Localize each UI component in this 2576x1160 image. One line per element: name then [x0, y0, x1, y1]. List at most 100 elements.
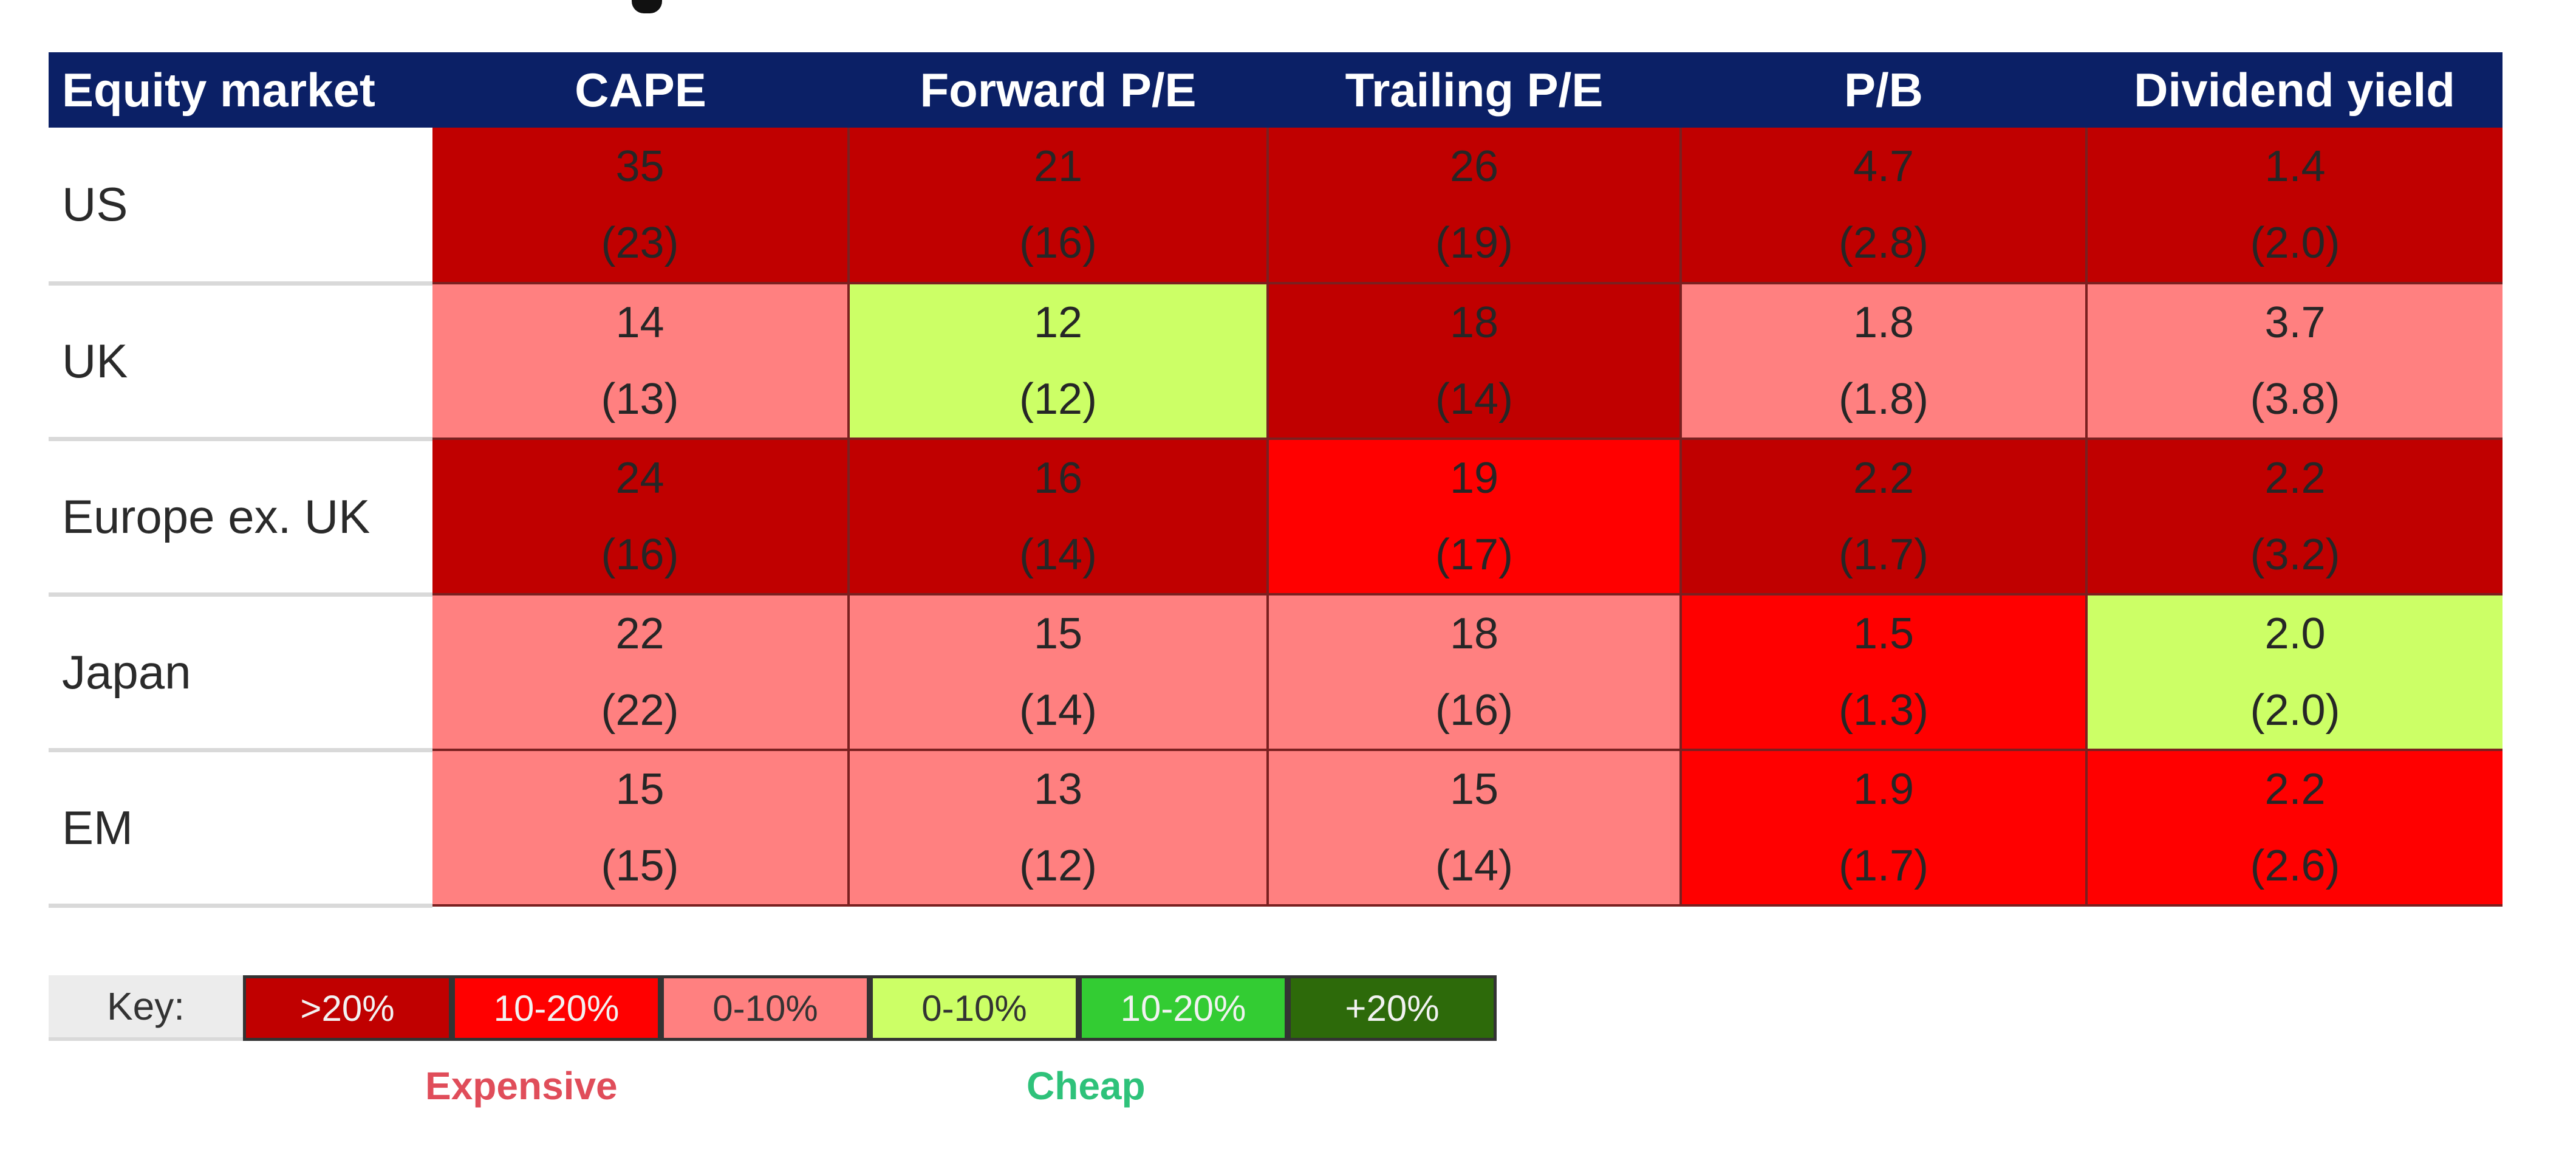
cell-average-value: (14)	[1019, 686, 1098, 735]
cell-average-value: (2.0)	[2250, 219, 2340, 267]
table-cell: 16 (14)	[849, 439, 1269, 595]
table-cell: 24 (16)	[432, 439, 850, 595]
cell-current-value: 13	[1033, 765, 1083, 814]
cell-average-value: (19)	[1435, 219, 1514, 267]
cell-current-value: 19	[1449, 454, 1499, 503]
column-header-dividend-yield: Dividend yield	[2086, 52, 2503, 128]
cell-average-value: (1.3)	[1838, 686, 1929, 735]
key-swatch: >20%	[243, 975, 452, 1041]
cell-average-value: (17)	[1435, 530, 1514, 579]
table-cell: 15 (15)	[432, 750, 850, 907]
cell-average-value: (14)	[1435, 842, 1514, 890]
cell-current-value: 2.2	[2264, 454, 2326, 503]
cell-current-value: 15	[1449, 765, 1499, 814]
cropped-title-fragment	[632, 0, 662, 13]
cell-average-value: (12)	[1019, 842, 1098, 890]
cell-average-value: (16)	[1435, 686, 1514, 735]
table-cell: 2.2 (1.7)	[1681, 439, 2088, 595]
key-swatch: 10-20%	[1079, 975, 1288, 1041]
cell-average-value: (2.8)	[1838, 219, 1929, 267]
table-cell: 2.0 (2.0)	[2086, 594, 2503, 751]
table-row: Europe ex. UK 24 (16) 16 (14) 19 (17) 2.2 (1.7) 2…	[49, 439, 2503, 597]
table-row: EM 15 (15) 13 (12) 15 (14) 1.9 (1.7) 2.2 (2.6)	[49, 750, 2503, 908]
color-key: Key: >20% 10-20% 0-10% 0-10% 10-20% +20%	[49, 975, 1497, 1041]
cell-average-value: (14)	[1435, 375, 1514, 424]
column-header-equity-market: Equity market	[49, 52, 432, 128]
cell-current-value: 18	[1449, 298, 1499, 347]
cell-average-value: (16)	[601, 530, 679, 579]
table-cell: 19 (17)	[1268, 439, 1682, 595]
column-header-cape: CAPE	[432, 52, 849, 128]
table-cell: 13 (12)	[849, 750, 1269, 907]
cell-average-value: (15)	[601, 842, 679, 890]
key-label: Key:	[49, 975, 243, 1041]
table-cell: 21 (16)	[849, 128, 1269, 284]
table-cell: 1.4 (2.0)	[2086, 128, 2503, 284]
key-swatch: 10-20%	[452, 975, 661, 1041]
row-label: Japan	[49, 594, 432, 752]
table-body: US 35 (23) 21 (16) 26 (19) 4.7 (2.8) 1.4 (2.0) UK 14…	[49, 128, 2503, 908]
table-cell: 12 (12)	[849, 283, 1269, 440]
header-row: Equity market CAPE Forward P/E Trailing …	[49, 52, 2503, 128]
row-label: EM	[49, 750, 432, 908]
table-cell: 2.2 (2.6)	[2086, 750, 2503, 907]
table-cell: 4.7 (2.8)	[1681, 128, 2088, 284]
table-row: UK 14 (13) 12 (12) 18 (14) 1.8 (1.8) 3.7 (3.8)	[49, 283, 2503, 441]
cell-average-value: (13)	[601, 375, 679, 424]
cell-average-value: (23)	[601, 219, 679, 267]
column-header-trailing-pe: Trailing P/E	[1268, 52, 1681, 128]
cell-current-value: 21	[1033, 142, 1083, 191]
row-label: Europe ex. UK	[49, 439, 432, 597]
key-cheap-label: Cheap	[1027, 1064, 1146, 1108]
key-swatch: +20%	[1288, 975, 1497, 1041]
cell-current-value: 1.5	[1853, 609, 1915, 658]
table-cell: 18 (16)	[1268, 594, 1682, 751]
cell-average-value: (2.0)	[2250, 686, 2340, 735]
cell-current-value: 4.7	[1853, 142, 1915, 191]
table-cell: 26 (19)	[1268, 128, 1682, 284]
cell-current-value: 15	[615, 765, 664, 814]
valuation-table: Equity market CAPE Forward P/E Trailing …	[49, 52, 2503, 908]
cell-current-value: 2.0	[2264, 609, 2326, 658]
row-label: UK	[49, 283, 432, 441]
cell-current-value: 22	[615, 609, 664, 658]
cell-current-value: 18	[1449, 609, 1499, 658]
table-cell: 2.2 (3.2)	[2086, 439, 2503, 595]
cell-current-value: 2.2	[2264, 765, 2326, 814]
cell-average-value: (14)	[1019, 530, 1098, 579]
cell-average-value: (12)	[1019, 375, 1098, 424]
cell-current-value: 3.7	[2264, 298, 2326, 347]
table-cell: 1.8 (1.8)	[1681, 283, 2088, 440]
column-header-pb: P/B	[1681, 52, 2086, 128]
key-swatch: 0-10%	[870, 975, 1079, 1041]
cell-current-value: 15	[1033, 609, 1083, 658]
cell-average-value: (1.7)	[1838, 530, 1929, 579]
cell-current-value: 1.8	[1853, 298, 1915, 347]
table-cell: 22 (22)	[432, 594, 850, 751]
cell-average-value: (3.2)	[2250, 530, 2340, 579]
cell-current-value: 14	[615, 298, 664, 347]
cell-current-value: 35	[615, 142, 664, 191]
table-cell: 1.5 (1.3)	[1681, 594, 2088, 751]
cell-average-value: (2.6)	[2250, 842, 2340, 890]
table-cell: 18 (14)	[1268, 283, 1682, 440]
table-cell: 35 (23)	[432, 128, 850, 284]
cell-average-value: (16)	[1019, 219, 1098, 267]
cell-average-value: (1.7)	[1838, 842, 1929, 890]
cell-current-value: 12	[1033, 298, 1083, 347]
table-row: Japan 22 (22) 15 (14) 18 (16) 1.5 (1.3) 2.0 (2.0)	[49, 594, 2503, 752]
cell-current-value: 1.9	[1853, 765, 1915, 814]
cell-average-value: (1.8)	[1838, 375, 1929, 424]
cell-current-value: 16	[1033, 454, 1083, 503]
key-expensive-label: Expensive	[425, 1064, 618, 1108]
table-cell: 15 (14)	[1268, 750, 1682, 907]
table-cell: 3.7 (3.8)	[2086, 283, 2503, 440]
table-cell: 1.9 (1.7)	[1681, 750, 2088, 907]
row-label: US	[49, 128, 432, 286]
cell-current-value: 24	[615, 454, 664, 503]
cell-current-value: 26	[1449, 142, 1499, 191]
column-header-forward-pe: Forward P/E	[849, 52, 1268, 128]
cell-average-value: (22)	[601, 686, 679, 735]
table-row: US 35 (23) 21 (16) 26 (19) 4.7 (2.8) 1.4 (2.0)	[49, 128, 2503, 286]
cell-current-value: 2.2	[1853, 454, 1915, 503]
